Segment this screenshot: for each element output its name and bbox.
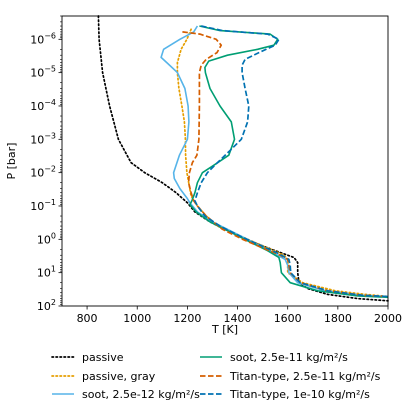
y-axis-label: P [bar] [5, 143, 18, 180]
y-tick-label: 101 [37, 265, 56, 280]
legend-label: passive [82, 351, 124, 364]
legend: passive passive, gray soot, 2.5e-12 kg/m²/… [51, 351, 381, 401]
plot-area [62, 16, 388, 306]
x-tick-label: 1800 [324, 312, 352, 325]
series-line-1 [97, 15, 389, 302]
y-tick-label: 10−2 [30, 165, 56, 180]
series-line-6 [194, 25, 389, 298]
y-tick-label: 10−6 [30, 31, 56, 46]
legend-label: soot, 2.5e-11 kg/m²/s [230, 351, 348, 364]
y-axis: 10−6 10−5 10−4 10−3 10−2 10−1 100 101 102 [30, 15, 62, 313]
x-tick-label: 1200 [173, 312, 201, 325]
y-tick-label: 10−3 [30, 131, 56, 146]
x-tick-label: 2000 [374, 312, 402, 325]
legend-label: Titan-type, 1e-10 kg/m²/s [229, 388, 370, 401]
legend-label: passive, gray [82, 370, 156, 383]
x-axis-label: T [K] [211, 323, 238, 336]
y-tick-label: 10−1 [30, 198, 56, 213]
legend-label: Titan-type, 2.5e-11 kg/m²/s [229, 370, 381, 383]
legend-label: soot, 2.5e-12 kg/m²/s [82, 388, 200, 401]
series-line-3 [160, 25, 389, 298]
plot-frame [61, 15, 389, 307]
x-tick-label: 1000 [123, 312, 151, 325]
series-layer [97, 15, 389, 302]
y-tick-label: 102 [37, 298, 56, 313]
x-tick-label: 800 [77, 312, 98, 325]
y-tick-label: 100 [37, 231, 56, 246]
series-line-5 [182, 31, 389, 298]
y-tick-label: 10−5 [30, 65, 56, 80]
y-tick-label: 10−4 [30, 98, 56, 113]
x-tick-label: 1600 [274, 312, 302, 325]
series-line-4 [189, 25, 389, 299]
x-axis: 800 1000 1200 1400 1600 1800 2000 [77, 306, 402, 325]
x-tick-label: 1400 [224, 312, 252, 325]
